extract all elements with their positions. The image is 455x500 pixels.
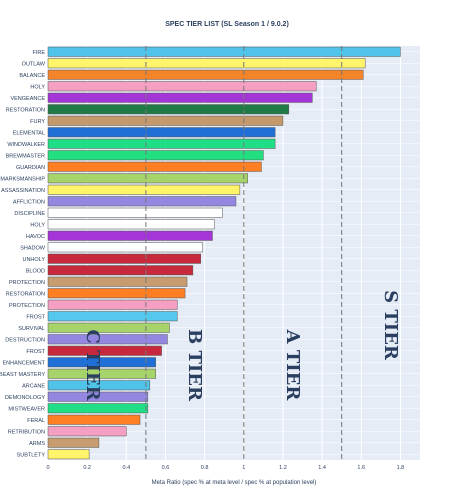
y-tick-label: RESTORATION (6, 291, 45, 297)
x-tick-label: 1.6 (357, 465, 365, 471)
y-tick-label: SUBTLETY (17, 452, 46, 458)
bar (47, 196, 237, 207)
y-tick-label: ENHANCEMENT (3, 360, 46, 366)
x-axis-label: Meta Ratio (spec % at meta level / spec … (152, 480, 317, 486)
y-tick-label: OUTLAW (22, 61, 46, 67)
bar (47, 58, 366, 69)
bar (47, 219, 215, 230)
y-tick-label: HAVOC (26, 234, 45, 240)
reference-lines (145, 46, 343, 460)
x-tick-label: 1.4 (318, 465, 326, 471)
y-tick-label: GUARDIAN (16, 165, 45, 171)
tier-label: A TIER (282, 329, 303, 402)
y-tick-label: DEMONOLOGY (5, 395, 45, 401)
y-tick-label: AFFLICTION (13, 199, 45, 205)
y-tick-label: WINDWALKER (7, 142, 45, 148)
y-tick-label: VENGEANCE (10, 96, 45, 102)
y-tick-label: DISCIPLINE (14, 211, 45, 217)
bar (47, 115, 284, 126)
x-tick-labels: 0 0.2 0.4 0.6 0.8 1 1.2 1.4 1.6 1.8 (46, 465, 404, 471)
y-tick-label: HOLY (30, 222, 45, 228)
bar (47, 322, 170, 333)
y-tick-label: FURY (30, 119, 45, 125)
bar (47, 184, 241, 195)
y-tick-label: BALANCE (19, 73, 45, 79)
tier-label: B TIER (184, 329, 205, 402)
bars (47, 46, 401, 460)
bar (47, 334, 168, 345)
plot-area (48, 46, 420, 460)
y-tick-labels: FIRE OUTLAW BALANCE HOLY VENGEANCE RESTORATIO… (0, 50, 46, 459)
y-tick-label: PROTECTION (9, 280, 45, 286)
bar (47, 403, 149, 414)
bar (47, 138, 276, 149)
bar (47, 92, 313, 103)
x-tick-label: 0.2 (83, 465, 91, 471)
y-tick-label: ELEMENTAL (13, 130, 45, 136)
y-tick-label: FERAL (27, 418, 45, 424)
y-tick-label: FROST (26, 349, 45, 355)
bar (47, 437, 100, 448)
y-tick-label: ARCANE (22, 383, 45, 389)
x-tick-label: 0.4 (122, 465, 130, 471)
bar (47, 207, 223, 218)
y-tick-label: FIRE (32, 50, 45, 56)
y-tick-label: MARKSMANSHIP (0, 176, 45, 182)
y-tick-label: FROST (26, 314, 45, 320)
bar (47, 230, 213, 241)
y-tick-label: BLOOD (26, 268, 45, 274)
x-tick-label: 0.8 (201, 465, 209, 471)
bar (47, 46, 401, 57)
bar (47, 345, 162, 356)
bar (47, 426, 127, 437)
x-tick-label: 1.8 (397, 465, 405, 471)
bar (47, 449, 90, 460)
x-tick-label: 1 (242, 465, 245, 471)
y-tick-label: ARMS (29, 441, 45, 447)
y-tick-label: PROTECTION (9, 303, 45, 309)
bar (47, 69, 364, 80)
bar (47, 357, 156, 368)
bar (47, 161, 262, 172)
chart-title: SPEC TIER LIST (SL Season 1 / 9.0.2) (165, 21, 289, 28)
x-tick-label: 0 (46, 465, 49, 471)
y-tick-label: SURVIVAL (18, 326, 45, 332)
bar (47, 311, 178, 322)
tier-label: S TIER (380, 290, 401, 361)
y-tick-label: ASSASSINATION (1, 188, 45, 194)
y-tick-label: SHADOW (20, 245, 46, 251)
y-tick-label: HOLY (30, 84, 45, 90)
tier-label: C TIER (82, 329, 103, 401)
bar (47, 173, 248, 184)
bar (47, 253, 201, 264)
y-tick-label: DESTRUCTION (5, 337, 45, 343)
y-tick-label: MISTWEAVER (8, 406, 45, 412)
y-tick-label: UNHOLY (22, 257, 45, 263)
y-tick-label: RESTORATION (6, 107, 45, 113)
bar (47, 368, 156, 379)
bar (47, 276, 188, 287)
bar (47, 288, 186, 299)
bar (47, 299, 178, 310)
tier-labels: C TIER B TIER A TIER S TIER (82, 290, 401, 402)
bar (47, 242, 203, 253)
bar (47, 104, 290, 115)
y-tick-label: BEAST MASTERY (0, 372, 45, 378)
bar (47, 150, 264, 161)
bar (47, 414, 141, 425)
bar (47, 127, 276, 138)
bar (47, 265, 194, 276)
x-tick-label: 0.6 (162, 465, 170, 471)
bar (47, 81, 317, 92)
y-tick-label: RETRIBUTION (8, 429, 45, 435)
y-tick-label: BREWMASTER (6, 153, 45, 159)
bar (47, 380, 151, 391)
x-tick-label: 1.2 (279, 465, 287, 471)
bar (47, 391, 149, 402)
